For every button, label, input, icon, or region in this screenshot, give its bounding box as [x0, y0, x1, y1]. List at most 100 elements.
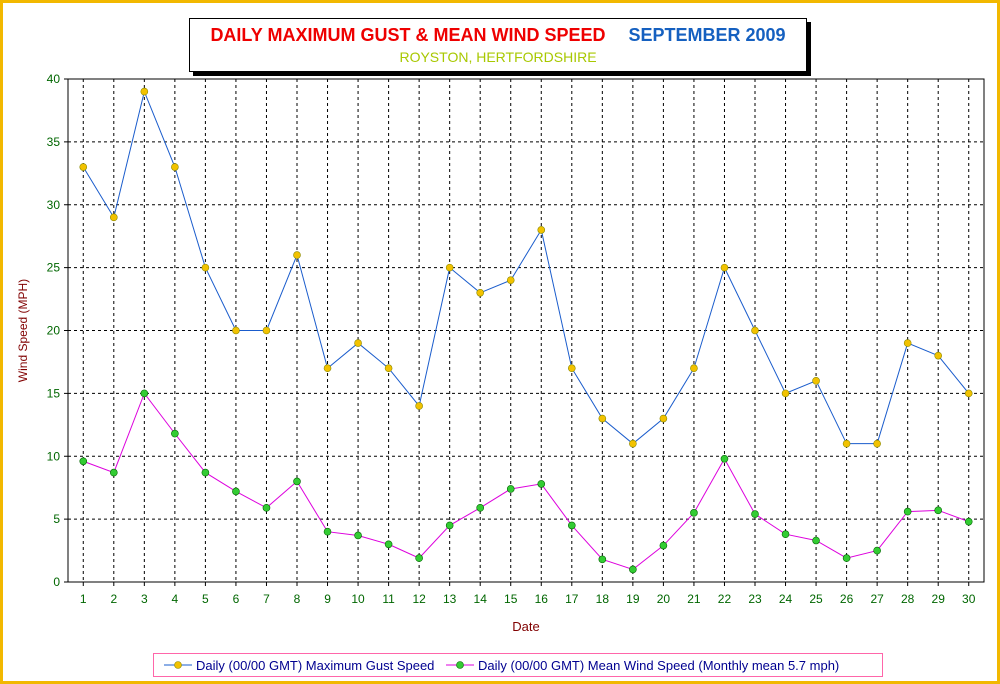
data-point-gust — [598, 414, 607, 423]
y-axis-label: Wind Speed (MPH) — [16, 279, 30, 382]
x-tick-label: 20 — [657, 592, 671, 606]
data-point-mean — [293, 477, 301, 486]
data-point-mean — [445, 521, 454, 530]
data-point-mean — [964, 517, 973, 526]
x-tick-label: 15 — [504, 592, 518, 606]
x-tick-label: 30 — [962, 592, 976, 606]
data-point-gust — [110, 213, 118, 222]
series-line-mean — [83, 392, 969, 570]
data-point-gust — [384, 364, 393, 373]
legend: Daily (00/00 GMT) Maximum Gust Speed Dai… — [153, 653, 883, 677]
x-axis-label: Date — [512, 619, 539, 634]
data-point-gust — [415, 402, 423, 410]
data-point-gust — [934, 351, 943, 360]
title-line: DAILY MAXIMUM GUST & MEAN WIND SPEED SEP… — [190, 25, 806, 46]
title-box: DAILY MAXIMUM GUST & MEAN WIND SPEED SEP… — [189, 18, 807, 72]
x-tick-label: 11 — [382, 592, 395, 606]
data-point-gust — [476, 288, 485, 297]
data-point-mean — [751, 510, 759, 518]
data-point-mean — [812, 536, 820, 545]
data-point-gust — [293, 251, 301, 259]
data-point-mean — [262, 504, 271, 512]
x-tick-label: 6 — [233, 592, 240, 606]
x-tick-label: 19 — [626, 592, 640, 606]
legend-swatch-gust — [164, 661, 192, 669]
chart-subtitle: ROYSTON, HERTFORDSHIRE — [399, 49, 597, 65]
x-tick-label: 8 — [294, 592, 301, 606]
data-point-gust — [567, 364, 576, 373]
data-point-gust — [690, 364, 698, 373]
x-tick-label: 23 — [748, 592, 762, 606]
y-tick-label: 15 — [47, 386, 61, 400]
data-point-gust — [140, 87, 149, 96]
data-point-gust — [751, 326, 759, 335]
x-tick-label: 7 — [263, 592, 270, 606]
data-point-gust — [812, 376, 820, 385]
data-point-gust — [79, 163, 88, 171]
data-point-gust — [873, 439, 881, 448]
data-point-gust — [720, 263, 729, 272]
y-tick-label: 0 — [53, 575, 60, 589]
data-point-mean — [110, 468, 118, 477]
x-tick-label: 2 — [110, 592, 117, 606]
x-tick-label: 5 — [202, 592, 209, 606]
x-tick-label: 27 — [870, 592, 884, 606]
data-point-mean — [659, 541, 668, 550]
data-point-gust — [323, 364, 332, 373]
y-tick-label: 5 — [53, 512, 60, 526]
data-point-mean — [629, 565, 637, 574]
data-point-mean — [232, 487, 240, 496]
y-tick-label: 35 — [47, 135, 61, 149]
data-point-gust — [842, 439, 851, 448]
y-tick-label: 40 — [47, 72, 61, 86]
data-point-mean — [415, 554, 423, 562]
x-tick-label: 3 — [141, 592, 148, 606]
data-point-mean — [384, 540, 393, 549]
x-tick-label: 13 — [443, 592, 457, 606]
data-point-mean — [323, 527, 332, 536]
x-tick-label: 24 — [779, 592, 793, 606]
x-tick-label: 14 — [474, 592, 488, 606]
data-point-gust — [506, 276, 515, 285]
x-tick-label: 4 — [172, 592, 179, 606]
x-tick-label: 9 — [324, 592, 331, 606]
data-point-mean — [934, 506, 943, 515]
x-tick-label: 17 — [565, 592, 579, 606]
x-tick-label: 18 — [596, 592, 610, 606]
data-point-mean — [903, 507, 912, 516]
data-point-mean — [567, 521, 576, 530]
data-point-mean — [720, 454, 729, 463]
data-point-gust — [232, 326, 240, 335]
data-point-gust — [201, 263, 210, 272]
data-point-mean — [537, 480, 546, 488]
x-tick-label: 28 — [901, 592, 915, 606]
series-line-gust — [82, 89, 970, 445]
data-point-gust — [964, 389, 973, 398]
data-point-gust — [171, 163, 179, 171]
data-point-mean — [598, 555, 607, 564]
data-point-gust — [262, 326, 271, 335]
data-point-mean — [476, 504, 485, 512]
x-tick-label: 25 — [809, 592, 823, 606]
data-point-mean — [873, 546, 881, 555]
chart-month: SEPTEMBER 2009 — [628, 25, 786, 45]
data-point-mean — [171, 429, 179, 438]
legend-label-gust: Daily (00/00 GMT) Maximum Gust Speed — [196, 658, 435, 673]
x-tick-label: 29 — [932, 592, 946, 606]
x-tick-label: 26 — [840, 592, 854, 606]
data-point-gust — [629, 439, 637, 448]
data-point-mean — [506, 485, 515, 493]
x-tick-label: 16 — [535, 592, 549, 606]
data-point-mean — [201, 468, 210, 477]
data-point-mean — [690, 509, 698, 517]
data-point-mean — [79, 457, 88, 466]
x-tick-label: 22 — [718, 592, 732, 606]
chart-title: DAILY MAXIMUM GUST & MEAN WIND SPEED — [210, 25, 606, 45]
x-tick-label: 1 — [80, 592, 87, 606]
y-tick-label: 25 — [47, 261, 61, 275]
x-tick-label: 10 — [351, 592, 365, 606]
data-point-gust — [659, 414, 668, 423]
legend-swatch-mean — [446, 661, 474, 669]
data-point-gust — [537, 226, 546, 234]
